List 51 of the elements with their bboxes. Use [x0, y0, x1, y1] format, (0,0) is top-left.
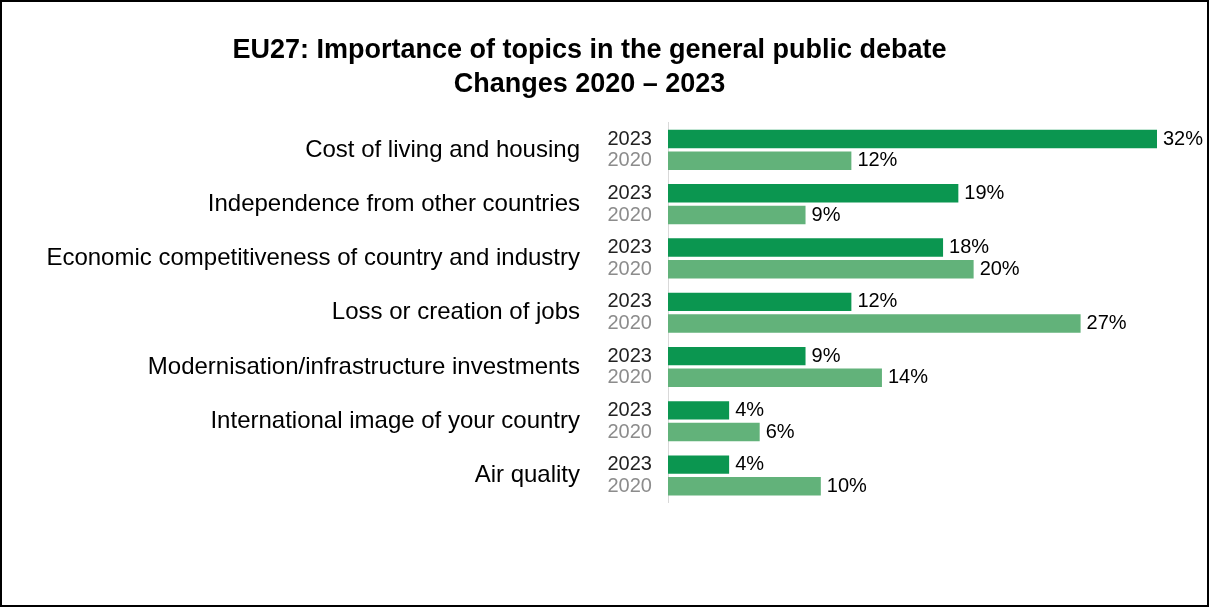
bar [668, 205, 806, 225]
data-label: 32% [1163, 126, 1204, 149]
bar [668, 184, 959, 203]
bar [668, 292, 852, 312]
data-label: 4% [735, 452, 765, 475]
text: 2023 [607, 452, 652, 475]
data-label: 4% [735, 397, 765, 420]
text: 2020 [607, 311, 652, 334]
data-label: 14% [887, 365, 929, 388]
text: 2023 [607, 180, 652, 203]
y-tick-label: Cost of living and housing [305, 134, 580, 162]
bar [668, 368, 882, 388]
bar [668, 422, 760, 442]
bar [668, 477, 821, 496]
text: 2020 [607, 202, 652, 225]
text: 2020 [607, 419, 652, 442]
chart-title: EU27: Importance of topics in the general public debate [232, 33, 947, 64]
bar [668, 129, 1157, 149]
y-tick-label: Independence from other countries [207, 188, 580, 216]
bar [668, 151, 852, 170]
text: 2020 [607, 256, 652, 279]
text: 2023 [607, 397, 652, 420]
bar [668, 260, 974, 279]
chart-subtitle: Changes 2020 – 2023 [453, 68, 726, 99]
bar [668, 314, 1081, 333]
data-label: 27% [1086, 311, 1127, 334]
text: 2023 [607, 289, 652, 312]
data-label: 19% [964, 180, 1005, 203]
data-label: 9% [811, 202, 841, 225]
data-label: 18% [949, 235, 990, 258]
bar [668, 401, 730, 420]
data-label: 20% [979, 256, 1020, 279]
y-tick-label: Modernisation/infrastructure investments [147, 351, 580, 379]
text: 2023 [607, 343, 652, 366]
text: 2020 [607, 365, 652, 388]
data-label: 9% [811, 343, 841, 366]
y-tick-label: Economic competitiveness of country and industry [46, 243, 580, 271]
y-tick-label: Air quality [474, 460, 580, 488]
data-label: 10% [826, 473, 868, 496]
series-label: 2023 [607, 126, 652, 149]
bar [668, 238, 944, 257]
text: 2020 [607, 473, 652, 496]
data-label: 12% [857, 148, 898, 171]
y-tick-label: International image of your country [210, 405, 580, 433]
bar [668, 455, 730, 474]
text: 2023 [607, 235, 652, 258]
series-label: 2020 [607, 148, 652, 171]
y-tick-label: Loss or creation of jobs [331, 297, 580, 325]
data-label: 6% [765, 419, 795, 442]
bar [668, 346, 806, 366]
data-label: 12% [857, 289, 898, 312]
